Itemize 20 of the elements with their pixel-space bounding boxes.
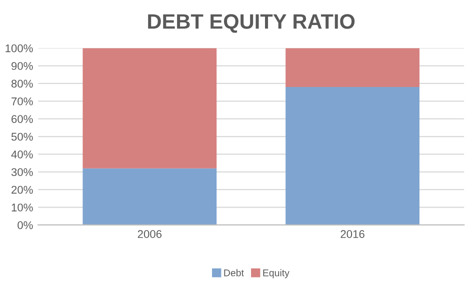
y-tick-label: 100% <box>6 44 33 52</box>
x-tick-label: 2016 <box>340 230 364 238</box>
bar <box>286 48 420 88</box>
legend-label: Equity <box>263 269 290 278</box>
y-tick-label: 50% <box>11 132 33 141</box>
y-tick-label: 10% <box>12 204 33 212</box>
legend-label: Debt <box>224 269 244 276</box>
y-tick-label: 80% <box>11 80 33 88</box>
y-tick-label: 20% <box>12 186 33 194</box>
y-tick-label: 90% <box>12 62 33 70</box>
bar <box>82 48 217 168</box>
x-tick-label: 2006 <box>138 230 162 238</box>
bar <box>286 87 420 225</box>
bar <box>82 168 217 225</box>
chart-title: DEBT EQUITY RATIO <box>148 14 355 33</box>
y-tick-label: 30% <box>11 168 33 176</box>
y-tick-label: 40% <box>11 150 33 158</box>
y-tick-label: 60% <box>12 115 33 123</box>
y-tick-label: 0% <box>18 221 33 230</box>
y-tick-label: 70% <box>12 97 33 106</box>
